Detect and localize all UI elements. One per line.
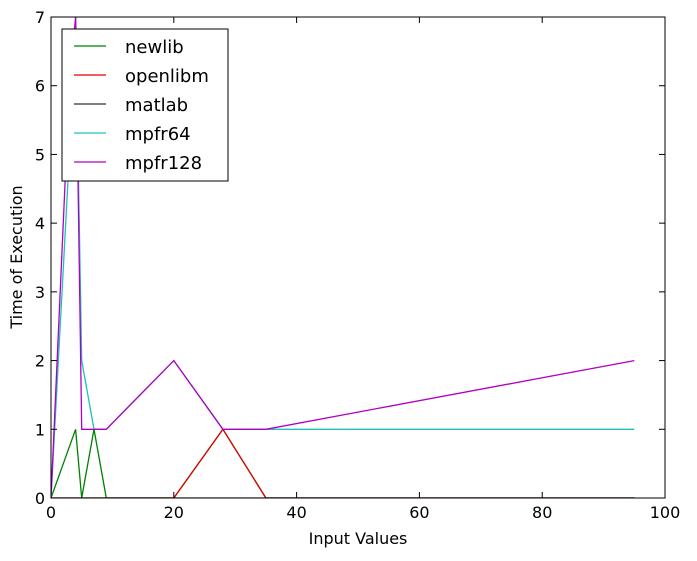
x-tick-label: 100: [650, 503, 681, 522]
legend-label-mpfr128: mpfr128: [125, 153, 202, 174]
y-tick-label: 5: [35, 145, 45, 164]
y-tick-label: 4: [35, 214, 45, 233]
plot-area-frame: [50, 16, 666, 499]
y-tick-label: 6: [35, 77, 45, 96]
y-tick-label: 3: [35, 283, 45, 302]
x-tick-label: 20: [164, 503, 184, 522]
legend: newlib openlibm matlab mpfr64 mpfr128: [61, 28, 229, 182]
y-tick-label: 7: [35, 8, 45, 27]
y-tick-label: 2: [35, 352, 45, 371]
legend-label-openlibm: openlibm: [125, 66, 209, 87]
legend-label-newlib: newlib: [125, 37, 184, 58]
x-tick-label: 0: [46, 503, 56, 522]
legend-label-matlab: matlab: [125, 95, 188, 116]
x-axis-label: Input Values: [309, 529, 408, 548]
series-line-openlibm: [51, 428, 635, 498]
y-tick-label: 1: [35, 420, 45, 439]
legend-label-mpfr64: mpfr64: [125, 124, 191, 145]
y-tick-label: 0: [35, 489, 45, 508]
x-tick-label: 80: [532, 503, 552, 522]
legend-box: [61, 28, 229, 182]
y-axis-label: Time of Execution: [7, 185, 26, 329]
x-tick-label: 40: [286, 503, 306, 522]
x-tick-label: 60: [409, 503, 429, 522]
series-line-newlib: [51, 428, 635, 498]
tick-layer: 0 20 40 60 80 100 0 1 2 3 4 5 6 7: [35, 8, 680, 522]
